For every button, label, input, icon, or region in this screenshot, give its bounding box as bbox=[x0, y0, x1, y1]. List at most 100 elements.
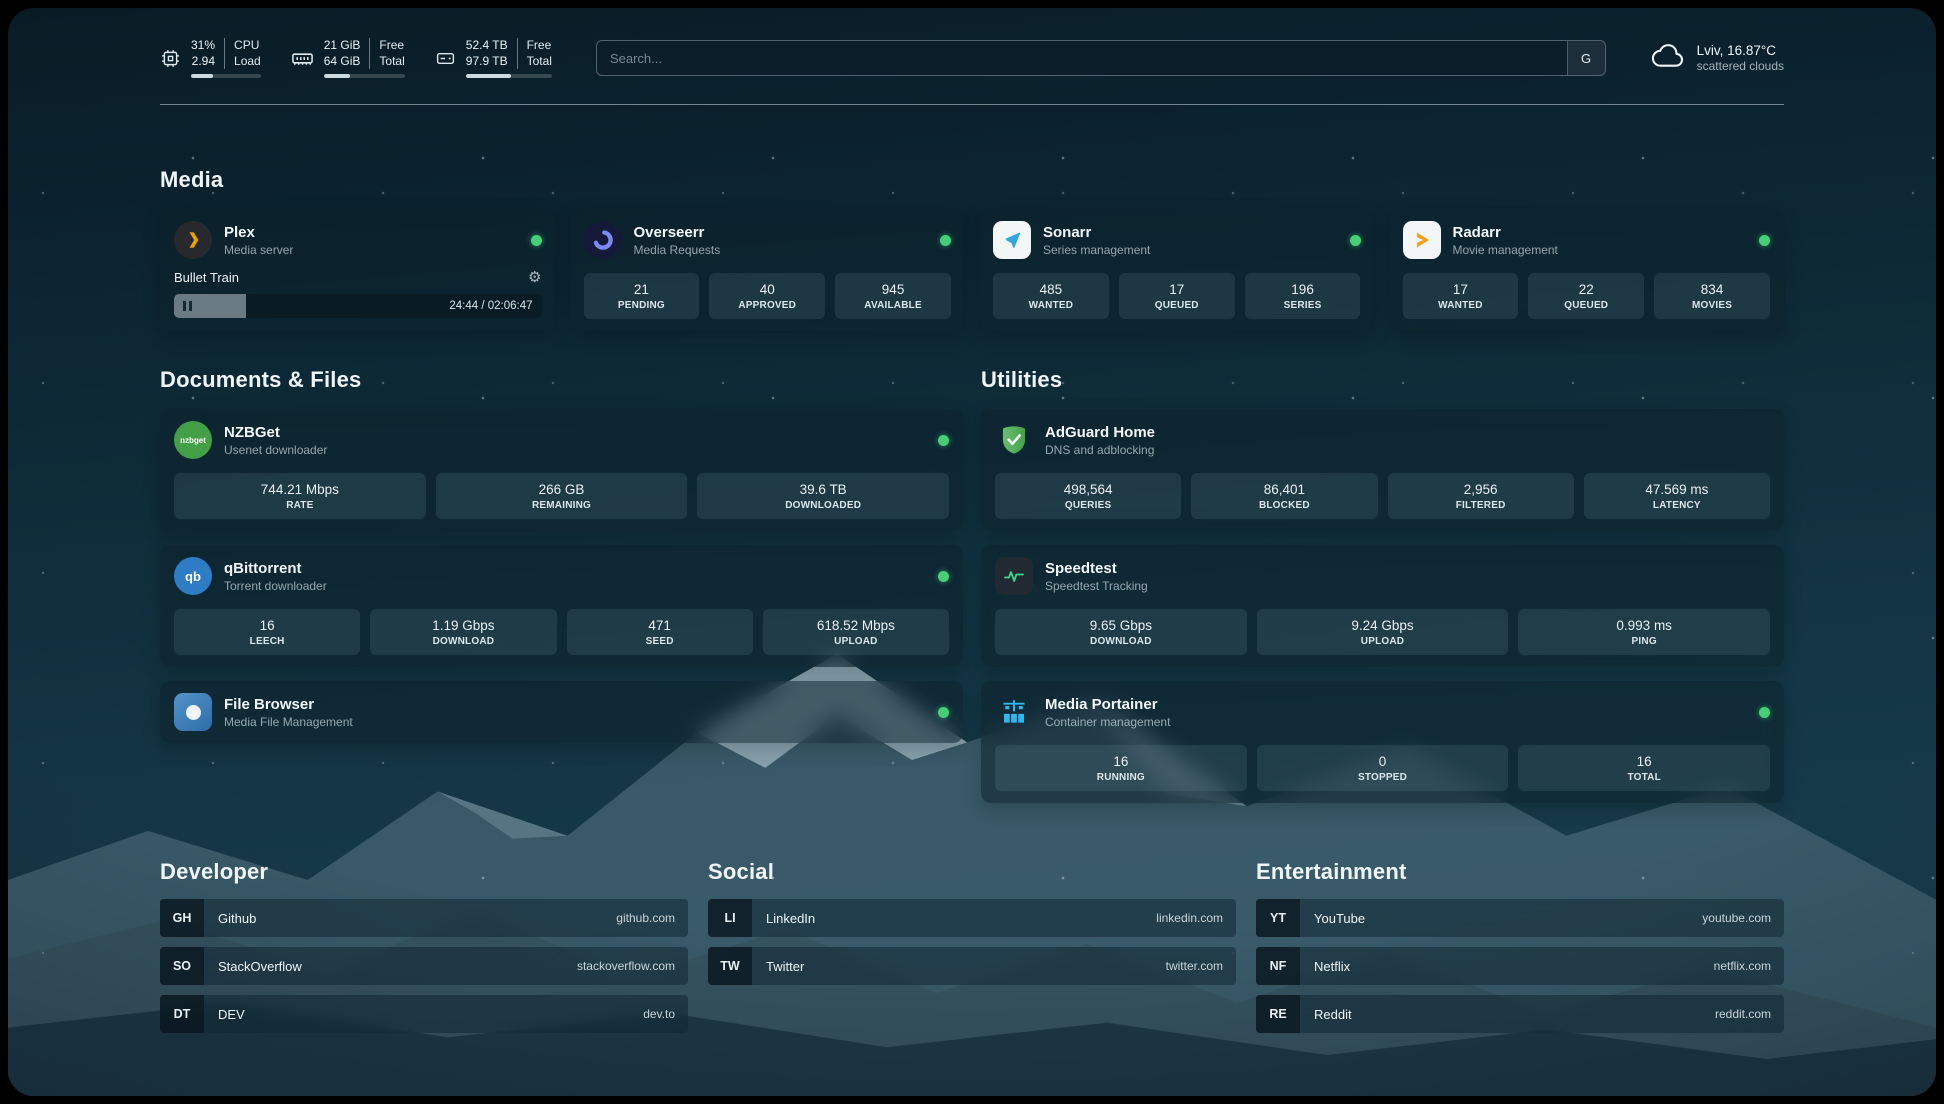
bookmark-badge: TW bbox=[708, 947, 752, 986]
bookmark-dev[interactable]: DT DEV dev.to bbox=[160, 995, 688, 1034]
stat-box: 498,564 QUERIES bbox=[995, 473, 1182, 520]
memory-total-label: Total bbox=[379, 53, 405, 68]
stat-box: 266 GB REMAINING bbox=[435, 473, 688, 520]
bookmark-twitter[interactable]: TW Twitter twitter.com bbox=[708, 947, 1236, 986]
app-card-overseerr[interactable]: Overseerr Media Requests 21 PENDING 40 APP… bbox=[569, 209, 965, 332]
stat-box: 16 RUNNING bbox=[995, 745, 1247, 792]
plex-icon bbox=[174, 221, 212, 260]
bookmark-name: StackOverflow bbox=[218, 958, 302, 974]
app-card-plex[interactable]: Plex Media server Bullet Train ⚙ 24:44 /… bbox=[160, 209, 556, 332]
stat-box: 47.569 ms LATENCY bbox=[1583, 473, 1770, 520]
bookmark-name: Netflix bbox=[1314, 958, 1351, 974]
stat-box: 0.993 ms PING bbox=[1518, 609, 1771, 656]
bookmark-badge: YT bbox=[1256, 899, 1300, 938]
cpu-label: CPU bbox=[234, 38, 260, 52]
weather-condition: scattered clouds bbox=[1696, 59, 1784, 74]
cpu-percent: 31% bbox=[191, 38, 216, 52]
storage-free-value: 52.4 TB bbox=[465, 38, 508, 52]
stat-box: 21 PENDING bbox=[583, 273, 700, 320]
status-dot bbox=[938, 706, 949, 718]
qbittorrent-icon: qb bbox=[174, 557, 212, 596]
stat-box: 40 APPROVED bbox=[709, 273, 826, 320]
gear-icon[interactable]: ⚙ bbox=[528, 269, 542, 287]
cpu-load-label: Load bbox=[234, 53, 261, 68]
cpu-icon bbox=[160, 48, 181, 69]
storage-free-label: Free bbox=[526, 38, 552, 52]
bookmark-linkedin[interactable]: LI LinkedIn linkedin.com bbox=[708, 899, 1236, 938]
stat-box: 16 LEECH bbox=[174, 609, 361, 656]
search-input[interactable] bbox=[595, 40, 1606, 77]
app-card-adguard[interactable]: AdGuard Home DNS and adblocking 498,564 Q… bbox=[981, 409, 1784, 532]
app-card-qbittorrent[interactable]: qb qBittorrent Torrent downloader 16 LEEC… bbox=[160, 545, 963, 668]
pause-icon[interactable] bbox=[183, 301, 192, 312]
stat-box: 9.65 Gbps DOWNLOAD bbox=[995, 609, 1247, 656]
playback-progress-bar[interactable]: 24:44 / 02:06:47 bbox=[174, 294, 542, 319]
stat-box: 945 AVAILABLE bbox=[835, 273, 951, 320]
stat-box: 0 STOPPED bbox=[1256, 745, 1509, 792]
app-subtitle: Container management bbox=[1045, 714, 1171, 729]
bookmark-section-entertainment: Entertainment YT YouTube youtube.com NF … bbox=[1256, 859, 1784, 1034]
app-subtitle: Movie management bbox=[1452, 242, 1558, 257]
stat-box: 22 QUEUED bbox=[1528, 273, 1645, 320]
bookmark-reddit[interactable]: RE Reddit reddit.com bbox=[1256, 995, 1784, 1034]
app-card-portainer[interactable]: Media Portainer Container management 16 R… bbox=[981, 681, 1784, 804]
bookmark-badge: NF bbox=[1256, 947, 1300, 986]
bookmark-section-social: Social LI LinkedIn linkedin.com TW Twitt… bbox=[708, 859, 1236, 1033]
stat-box: 1.19 Gbps DOWNLOAD bbox=[370, 609, 557, 656]
topbar: 31% 2.94 CPU Load bbox=[160, 8, 1784, 79]
bookmark-url: reddit.com bbox=[1714, 1007, 1771, 1022]
memory-progress-bar bbox=[323, 74, 405, 79]
section-title-utilities: Utilities bbox=[981, 367, 1063, 393]
stat-box: 16 TOTAL bbox=[1518, 745, 1771, 792]
bookmark-name: Github bbox=[218, 910, 257, 926]
search-engine-button[interactable]: G bbox=[1566, 41, 1605, 76]
app-subtitle: Media Requests bbox=[633, 242, 721, 257]
status-dot bbox=[940, 234, 951, 246]
bookmark-netflix[interactable]: NF Netflix netflix.com bbox=[1256, 947, 1784, 986]
bookmark-github[interactable]: GH Github github.com bbox=[160, 899, 688, 938]
app-card-radarr[interactable]: Radarr Movie management 17 WANTED 22 QUEUE… bbox=[1388, 209, 1784, 332]
status-dot bbox=[938, 570, 949, 582]
app-name: Sonarr bbox=[1043, 223, 1092, 241]
nzbget-icon: nzbget bbox=[174, 421, 212, 460]
bookmark-url: dev.to bbox=[643, 1007, 675, 1022]
weather-location: Lviv, 16.87°C bbox=[1696, 42, 1777, 58]
app-subtitle: Series management bbox=[1043, 242, 1151, 257]
stat-box: 485 WANTED bbox=[993, 273, 1109, 320]
app-name: Overseerr bbox=[633, 223, 705, 241]
bookmark-name: DEV bbox=[218, 1006, 245, 1022]
stat-box: 196 SERIES bbox=[1244, 273, 1361, 320]
app-subtitle: Speedtest Tracking bbox=[1045, 578, 1148, 593]
status-dot bbox=[1759, 706, 1770, 718]
app-card-filebrowser[interactable]: File Browser Media File Management bbox=[160, 681, 963, 744]
app-name: NZBGet bbox=[224, 423, 280, 441]
cloud-icon bbox=[1650, 41, 1686, 76]
radarr-icon bbox=[1402, 221, 1441, 260]
now-playing-title: Bullet Train bbox=[174, 270, 240, 286]
bookmark-badge: DT bbox=[160, 995, 204, 1034]
status-dot bbox=[1349, 234, 1361, 246]
memory-icon bbox=[291, 47, 314, 70]
adguard-icon bbox=[995, 421, 1033, 459]
bookmark-section-developer: Developer GH Github github.com SO StackO… bbox=[160, 859, 688, 1034]
cpu-progress-bar bbox=[191, 74, 261, 79]
storage-progress-bar bbox=[465, 74, 552, 79]
portainer-icon bbox=[995, 693, 1033, 731]
filebrowser-icon bbox=[174, 693, 212, 732]
app-name: Speedtest bbox=[1045, 559, 1117, 577]
app-name: qBittorrent bbox=[224, 559, 302, 577]
app-card-sonarr[interactable]: Sonarr Series management 485 WANTED 17 QUE… bbox=[979, 209, 1375, 332]
app-card-nzbget[interactable]: nzbget NZBGet Usenet downloader 744.21 M… bbox=[160, 409, 963, 532]
bookmark-sections: Developer GH Github github.com SO StackO… bbox=[160, 859, 1784, 1034]
app-card-speedtest[interactable]: Speedtest Speedtest Tracking 9.65 Gbps DO… bbox=[981, 545, 1784, 668]
utilities-cards: AdGuard Home DNS and adblocking 498,564 Q… bbox=[981, 409, 1784, 804]
stat-box: 471 SEED bbox=[566, 609, 753, 656]
stat-box: 744.21 Mbps RATE bbox=[174, 473, 426, 520]
stat-box: 9.24 Gbps UPLOAD bbox=[1256, 609, 1509, 656]
app-subtitle: Torrent downloader bbox=[224, 578, 327, 593]
memory-free-label: Free bbox=[379, 38, 405, 52]
bookmark-stackoverflow[interactable]: SO StackOverflow stackoverflow.com bbox=[160, 947, 688, 986]
bookmark-youtube[interactable]: YT YouTube youtube.com bbox=[1256, 899, 1784, 938]
stat-box: 39.6 TB DOWNLOADED bbox=[697, 473, 950, 520]
app-name: AdGuard Home bbox=[1045, 423, 1156, 441]
